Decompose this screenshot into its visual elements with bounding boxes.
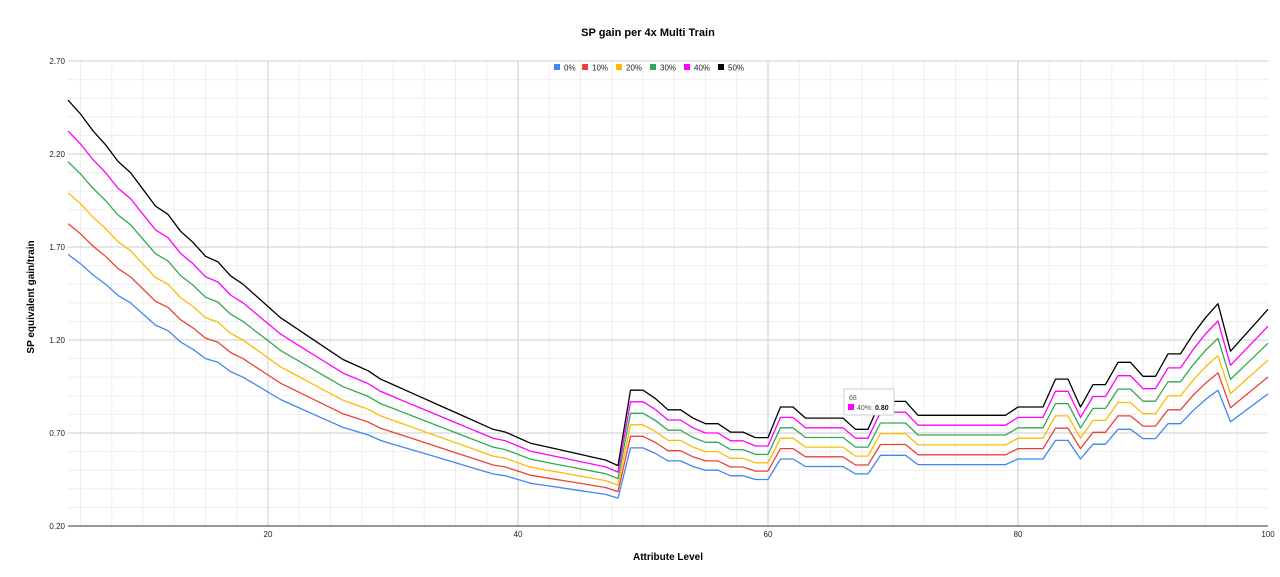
y-tick-label: 2.20 bbox=[49, 150, 65, 159]
y-tick-label: 0.20 bbox=[49, 522, 65, 531]
legend-label: 30% bbox=[660, 64, 676, 73]
series-line-30pct bbox=[67, 161, 1269, 480]
x-axis-ticks: 20 40 60 80 100 bbox=[264, 530, 1276, 539]
x-tick-label: 80 bbox=[1014, 530, 1023, 539]
legend-swatch bbox=[718, 64, 724, 70]
series-line-20pct bbox=[67, 192, 1269, 486]
legend-label: 20% bbox=[626, 64, 642, 73]
legend-label: 50% bbox=[728, 64, 744, 73]
series-line-10pct bbox=[67, 223, 1269, 493]
y-tick-label: 0.70 bbox=[49, 429, 65, 438]
series-line-50pct bbox=[67, 99, 1269, 467]
tooltip-box bbox=[843, 388, 895, 416]
tooltip-value: 0.80 bbox=[875, 405, 889, 412]
series-lines bbox=[67, 99, 1269, 499]
y-tick-label: 1.70 bbox=[49, 243, 65, 252]
x-tick-label: 20 bbox=[264, 530, 273, 539]
grid-lines bbox=[68, 60, 1268, 527]
legend-swatch bbox=[684, 64, 690, 70]
series-line-0pct bbox=[67, 253, 1269, 499]
legend-swatch bbox=[650, 64, 656, 70]
y-tick-label: 1.20 bbox=[49, 336, 65, 345]
legend-swatch bbox=[616, 64, 622, 70]
legend: 0% 10% 20% 30% 40% 50% bbox=[554, 64, 744, 73]
x-axis-title: Attribute Level bbox=[633, 552, 703, 563]
x-tick-label: 40 bbox=[514, 530, 523, 539]
tooltip-swatch bbox=[848, 404, 854, 410]
legend-swatch bbox=[554, 64, 560, 70]
x-tick-label: 60 bbox=[764, 530, 773, 539]
tooltip-x-label: 68 bbox=[849, 395, 857, 402]
tooltip-series-label: 40%: bbox=[857, 405, 873, 412]
legend-label: 40% bbox=[694, 64, 710, 73]
y-axis-ticks: 2.70 2.20 1.70 1.20 0.70 0.20 bbox=[49, 57, 65, 531]
y-axis-title: SP equivalent gain/train bbox=[26, 240, 37, 353]
legend-label: 10% bbox=[592, 64, 608, 73]
legend-swatch bbox=[582, 64, 588, 70]
chart-title: SP gain per 4x Multi Train bbox=[581, 27, 715, 39]
legend-label: 0% bbox=[564, 64, 576, 73]
x-tick-label: 100 bbox=[1261, 530, 1275, 539]
y-tick-label: 2.70 bbox=[49, 57, 65, 66]
series-line-40pct bbox=[67, 130, 1269, 473]
